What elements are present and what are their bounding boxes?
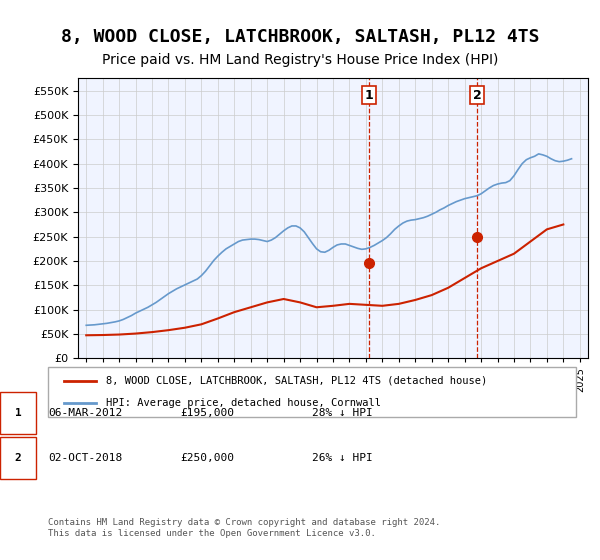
Text: HPI: Average price, detached house, Cornwall: HPI: Average price, detached house, Corn… <box>106 398 381 408</box>
Text: 28% ↓ HPI: 28% ↓ HPI <box>312 408 373 418</box>
Text: £195,000: £195,000 <box>180 408 234 418</box>
Text: 2: 2 <box>14 453 22 463</box>
Text: 02-OCT-2018: 02-OCT-2018 <box>48 453 122 463</box>
Text: Contains HM Land Registry data © Crown copyright and database right 2024.
This d: Contains HM Land Registry data © Crown c… <box>48 518 440 538</box>
Text: 8, WOOD CLOSE, LATCHBROOK, SALTASH, PL12 4TS: 8, WOOD CLOSE, LATCHBROOK, SALTASH, PL12… <box>61 28 539 46</box>
Text: 8, WOOD CLOSE, LATCHBROOK, SALTASH, PL12 4TS (detached house): 8, WOOD CLOSE, LATCHBROOK, SALTASH, PL12… <box>106 376 487 386</box>
Text: 1: 1 <box>14 408 22 418</box>
Text: £250,000: £250,000 <box>180 453 234 463</box>
Text: 2: 2 <box>473 89 481 102</box>
FancyBboxPatch shape <box>48 367 576 417</box>
Text: Price paid vs. HM Land Registry's House Price Index (HPI): Price paid vs. HM Land Registry's House … <box>102 53 498 67</box>
Text: 26% ↓ HPI: 26% ↓ HPI <box>312 453 373 463</box>
Text: 1: 1 <box>364 89 373 102</box>
Text: 06-MAR-2012: 06-MAR-2012 <box>48 408 122 418</box>
